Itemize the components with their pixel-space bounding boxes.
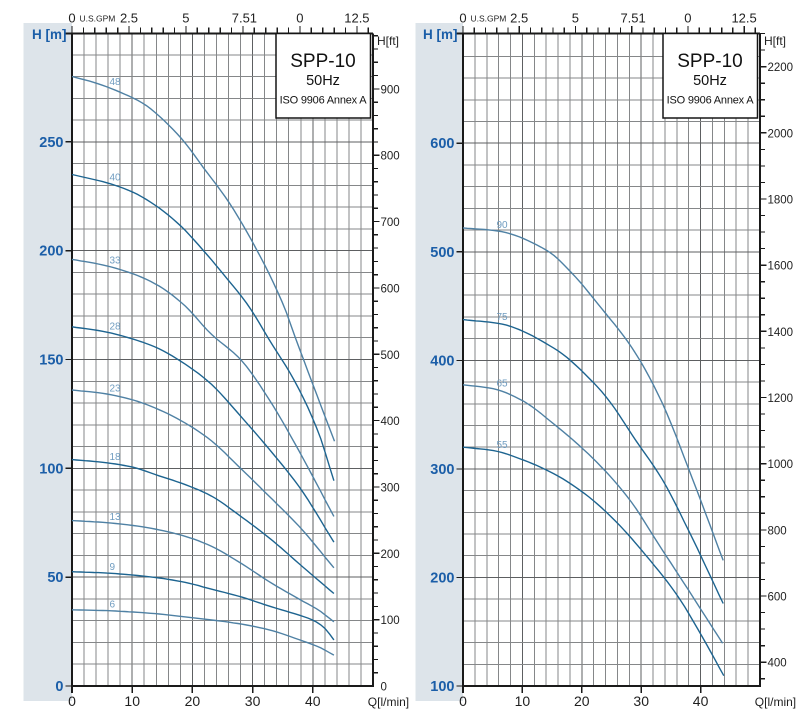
svg-text:800: 800 [381, 151, 400, 163]
svg-text:5: 5 [182, 11, 189, 26]
svg-text:1200: 1200 [768, 393, 794, 405]
svg-text:ISO 9906 Annex A: ISO 9906 Annex A [667, 95, 755, 107]
svg-text:500: 500 [430, 245, 454, 261]
svg-text:600: 600 [430, 136, 454, 152]
svg-text:55: 55 [497, 440, 509, 451]
svg-text:100: 100 [430, 679, 454, 695]
svg-text:0: 0 [459, 693, 467, 709]
svg-text:U.S.GPM: U.S.GPM [80, 14, 116, 24]
svg-text:75: 75 [497, 312, 509, 323]
svg-text:12.5: 12.5 [344, 11, 369, 26]
svg-text:100: 100 [39, 461, 63, 477]
svg-text:7.51: 7.51 [232, 11, 257, 26]
svg-text:28: 28 [110, 322, 122, 333]
svg-text:20: 20 [574, 693, 590, 709]
svg-text:13: 13 [110, 512, 122, 523]
svg-text:2200: 2200 [768, 62, 794, 74]
svg-text:6: 6 [110, 600, 116, 611]
svg-text:Q[l/min]: Q[l/min] [368, 695, 409, 709]
svg-text:300: 300 [381, 483, 400, 495]
svg-text:23: 23 [110, 384, 122, 395]
svg-text:30: 30 [633, 693, 649, 709]
svg-text:H[ft]: H[ft] [764, 34, 786, 48]
svg-text:400: 400 [430, 353, 454, 369]
svg-text:150: 150 [39, 353, 63, 369]
svg-text:0: 0 [381, 682, 387, 694]
svg-text:40: 40 [110, 173, 122, 184]
svg-text:48: 48 [110, 77, 122, 88]
svg-text:SPP-10: SPP-10 [677, 51, 742, 72]
svg-text:2.5: 2.5 [510, 11, 528, 26]
svg-text:100: 100 [381, 615, 400, 627]
svg-text:500: 500 [381, 350, 400, 362]
svg-text:200: 200 [430, 571, 454, 587]
svg-text:0: 0 [684, 11, 691, 26]
svg-text:400: 400 [381, 416, 400, 428]
svg-text:0: 0 [296, 11, 303, 26]
svg-text:1400: 1400 [768, 327, 794, 339]
svg-text:40: 40 [693, 693, 709, 709]
svg-text:30: 30 [245, 693, 261, 709]
svg-text:700: 700 [381, 217, 400, 229]
svg-text:50: 50 [47, 570, 63, 586]
svg-text:10: 10 [515, 693, 531, 709]
svg-text:7.51: 7.51 [620, 11, 645, 26]
svg-text:0: 0 [459, 11, 466, 26]
svg-text:U.S.GPM: U.S.GPM [471, 14, 507, 24]
svg-text:20: 20 [185, 693, 201, 709]
svg-text:50Hz: 50Hz [306, 73, 340, 89]
svg-text:50Hz: 50Hz [693, 73, 727, 89]
svg-text:200: 200 [39, 244, 63, 260]
svg-text:SPP-10: SPP-10 [290, 51, 355, 72]
svg-text:0: 0 [55, 679, 63, 695]
svg-text:2.5: 2.5 [120, 11, 138, 26]
svg-text:5: 5 [572, 11, 579, 26]
svg-text:800: 800 [768, 525, 787, 537]
svg-text:300: 300 [430, 462, 454, 478]
svg-text:2000: 2000 [768, 128, 794, 140]
svg-text:65: 65 [497, 379, 509, 390]
svg-text:40: 40 [305, 693, 321, 709]
svg-text:0: 0 [68, 11, 75, 26]
svg-text:90: 90 [497, 220, 509, 231]
svg-text:200: 200 [381, 549, 400, 561]
svg-text:1600: 1600 [768, 261, 794, 273]
svg-text:H [m]: H [m] [32, 27, 67, 42]
svg-text:ISO 9906 Annex A: ISO 9906 Annex A [280, 95, 368, 107]
svg-text:1000: 1000 [768, 459, 794, 471]
svg-text:600: 600 [768, 592, 787, 604]
svg-text:9: 9 [110, 562, 116, 573]
svg-text:33: 33 [110, 256, 122, 267]
svg-text:12.5: 12.5 [731, 11, 756, 26]
svg-text:400: 400 [768, 658, 787, 670]
svg-text:1800: 1800 [768, 195, 794, 207]
svg-text:10: 10 [124, 693, 140, 709]
svg-text:0: 0 [68, 693, 76, 709]
svg-text:250: 250 [39, 135, 63, 151]
svg-text:600: 600 [381, 283, 400, 295]
svg-text:Q[l/min]: Q[l/min] [755, 695, 796, 709]
svg-text:H[ft]: H[ft] [377, 34, 399, 48]
svg-text:900: 900 [381, 84, 400, 96]
svg-text:18: 18 [110, 452, 122, 463]
svg-text:H [m]: H [m] [423, 27, 458, 42]
